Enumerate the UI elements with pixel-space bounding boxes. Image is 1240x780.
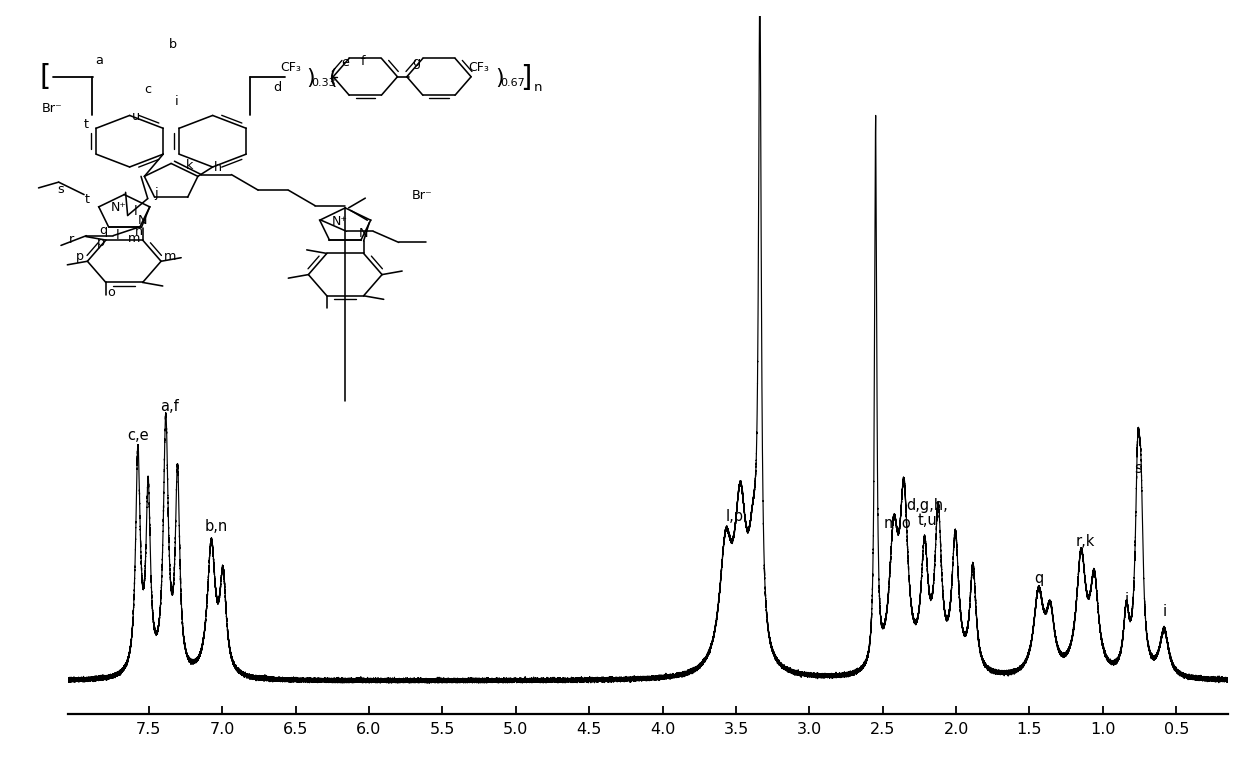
Text: r,k: r,k [1075, 534, 1095, 549]
Text: t,u: t,u [918, 512, 937, 528]
Text: 0.33: 0.33 [311, 79, 336, 88]
Text: d,g,h,: d,g,h, [906, 498, 949, 513]
Text: m: m [164, 250, 176, 264]
Text: [: [ [40, 62, 51, 90]
Text: r: r [69, 232, 74, 246]
Text: ]: ] [521, 64, 532, 91]
Text: n: n [135, 225, 143, 238]
Text: o: o [107, 286, 115, 299]
Text: q: q [99, 224, 107, 237]
Text: p: p [97, 236, 105, 250]
Text: s: s [1133, 461, 1142, 476]
Text: ): ) [495, 68, 503, 87]
Text: q: q [1034, 571, 1043, 586]
Text: i: i [1162, 604, 1167, 619]
Text: e: e [341, 55, 350, 69]
Text: k: k [186, 159, 193, 172]
Text: N: N [138, 214, 148, 227]
Text: N⁺: N⁺ [110, 201, 126, 215]
Text: s: s [57, 183, 64, 196]
Text: 0.67: 0.67 [500, 79, 525, 88]
Text: l: l [115, 229, 119, 242]
Text: a,f: a,f [160, 399, 179, 413]
Text: d: d [273, 81, 281, 94]
Text: n: n [533, 81, 542, 94]
Text: h: h [215, 161, 222, 175]
Text: j: j [154, 186, 157, 200]
Text: p: p [76, 250, 84, 264]
Text: m: m [128, 232, 140, 245]
Text: c: c [144, 83, 151, 96]
Text: l: l [134, 204, 138, 218]
Text: t: t [84, 193, 91, 207]
Text: g: g [412, 56, 420, 69]
Text: c,e: c,e [126, 428, 149, 443]
Text: t: t [83, 119, 88, 131]
Text: b: b [169, 38, 176, 51]
Text: m,o: m,o [884, 516, 911, 531]
Text: N⁺: N⁺ [332, 215, 348, 228]
Text: N: N [360, 227, 368, 240]
Text: j: j [1125, 592, 1128, 607]
Text: a: a [95, 55, 103, 67]
Text: (: ( [329, 68, 337, 87]
Text: Br⁻: Br⁻ [412, 189, 433, 202]
Text: Br⁻: Br⁻ [42, 102, 62, 115]
Text: f: f [361, 55, 366, 68]
Text: ): ) [306, 68, 315, 87]
Text: CF₃: CF₃ [469, 62, 490, 74]
Text: u: u [133, 110, 140, 123]
Text: CF₃: CF₃ [280, 62, 301, 74]
Text: l,p: l,p [725, 509, 744, 523]
Text: i: i [175, 95, 179, 108]
Text: b,n: b,n [205, 519, 228, 534]
